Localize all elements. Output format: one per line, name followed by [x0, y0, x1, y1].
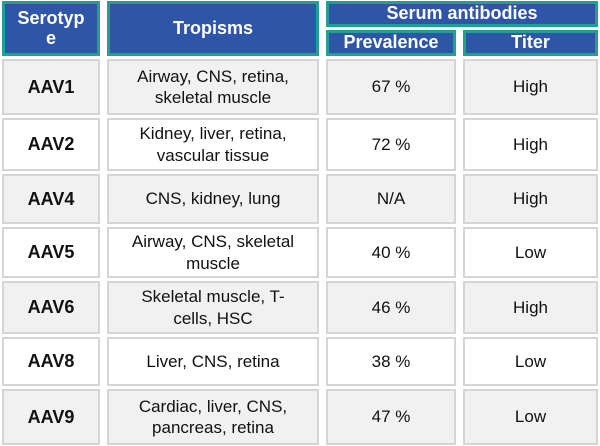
header-serum-antibodies: Serum antibodies — [326, 1, 598, 27]
serotype-cell: AAV9 — [2, 389, 100, 445]
header-serotype-label: Serotype — [17, 7, 85, 48]
header-serotype: Serotype — [2, 1, 100, 56]
tropisms-text: CNS, kidney, lung — [145, 189, 281, 209]
titer-cell: Low — [463, 389, 598, 445]
header-prevalence-label: Prevalence — [343, 32, 439, 53]
tropisms-text: Cardiac, liver, CNS, pancreas, retina — [138, 396, 288, 437]
serotype-cell: AAV2 — [2, 118, 100, 171]
tropisms-cell: Airway, CNS, retina, skeletal muscle — [107, 59, 319, 115]
header-prevalence: Prevalence — [326, 30, 456, 56]
tropisms-text: Liver, CNS, retina — [146, 351, 280, 371]
tropisms-cell: Kidney, liver, retina, vascular tissue — [107, 118, 319, 171]
titer-cell: High — [463, 174, 598, 224]
prevalence-cell: N/A — [326, 174, 456, 224]
prevalence-cell: 38 % — [326, 337, 456, 386]
serotype-cell: AAV6 — [2, 281, 100, 334]
titer-cell: Low — [463, 337, 598, 386]
serotype-cell: AAV1 — [2, 59, 100, 115]
tropisms-cell: Cardiac, liver, CNS, pancreas, retina — [107, 389, 319, 445]
serotype-cell: AAV8 — [2, 337, 100, 386]
header-titer-label: Titer — [511, 32, 550, 53]
titer-cell: High — [463, 281, 598, 334]
serotype-cell: AAV4 — [2, 174, 100, 224]
prevalence-cell: 67 % — [326, 59, 456, 115]
prevalence-cell: 46 % — [326, 281, 456, 334]
prevalence-cell: 47 % — [326, 389, 456, 445]
titer-cell: Low — [463, 227, 598, 278]
header-titer: Titer — [463, 30, 598, 56]
prevalence-cell: 72 % — [326, 118, 456, 171]
tropisms-cell: CNS, kidney, lung — [107, 174, 319, 224]
serotype-cell: AAV5 — [2, 227, 100, 278]
tropisms-text: Airway, CNS, retina, skeletal muscle — [137, 66, 289, 107]
header-serum-antibodies-label: Serum antibodies — [386, 3, 538, 24]
tropisms-cell: Skeletal muscle, T-cells, HSC — [107, 281, 319, 334]
tropisms-text: Airway, CNS, skeletal muscle — [131, 232, 295, 273]
tropisms-text: Skeletal muscle, T-cells, HSC — [141, 287, 285, 328]
tropisms-cell: Liver, CNS, retina — [107, 337, 319, 386]
titer-cell: High — [463, 59, 598, 115]
titer-cell: High — [463, 118, 598, 171]
tropisms-cell: Airway, CNS, skeletal muscle — [107, 227, 319, 278]
header-tropisms-label: Tropisms — [172, 17, 254, 38]
tropisms-text: Kidney, liver, retina, vascular tissue — [139, 124, 287, 165]
prevalence-cell: 40 % — [326, 227, 456, 278]
header-tropisms: Tropisms — [107, 1, 319, 56]
